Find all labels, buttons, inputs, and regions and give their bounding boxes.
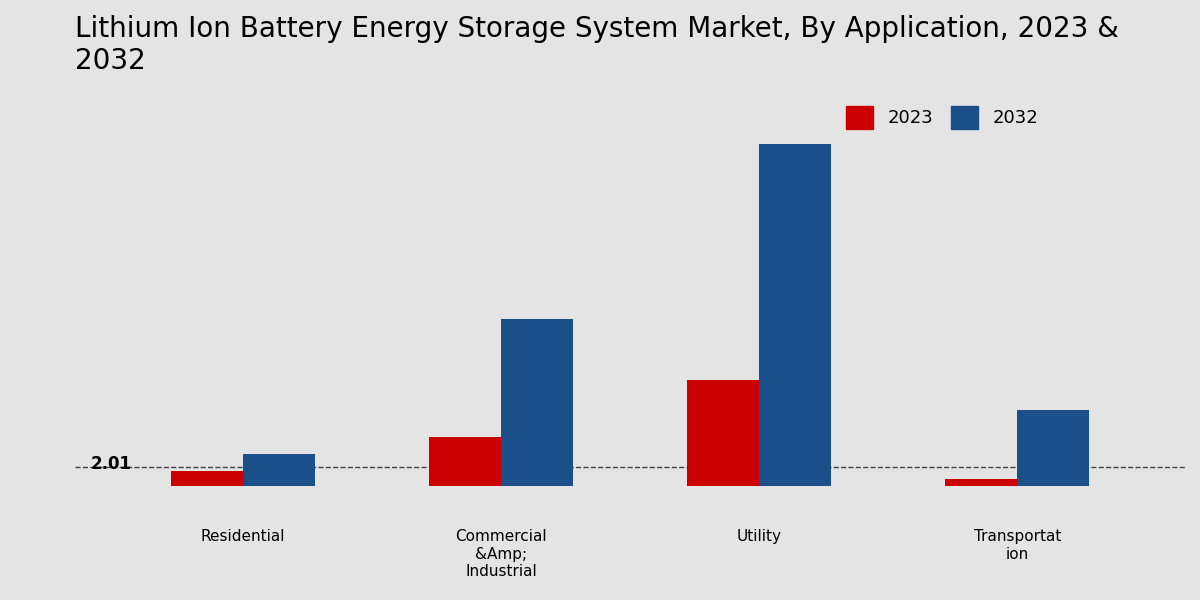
Bar — [760, 143, 832, 486]
Bar — [170, 471, 242, 486]
Text: Lithium Ion Battery Energy Storage System Market, By Application, 2023 &
2032: Lithium Ion Battery Energy Storage Syste… — [74, 15, 1118, 76]
Bar — [944, 479, 1018, 486]
Bar — [686, 380, 760, 486]
Bar — [500, 319, 574, 486]
Legend: 2023, 2032: 2023, 2032 — [839, 99, 1046, 136]
Text: 2.01: 2.01 — [91, 455, 132, 473]
Bar — [242, 454, 316, 486]
Bar — [1018, 410, 1090, 486]
Bar — [428, 437, 500, 486]
